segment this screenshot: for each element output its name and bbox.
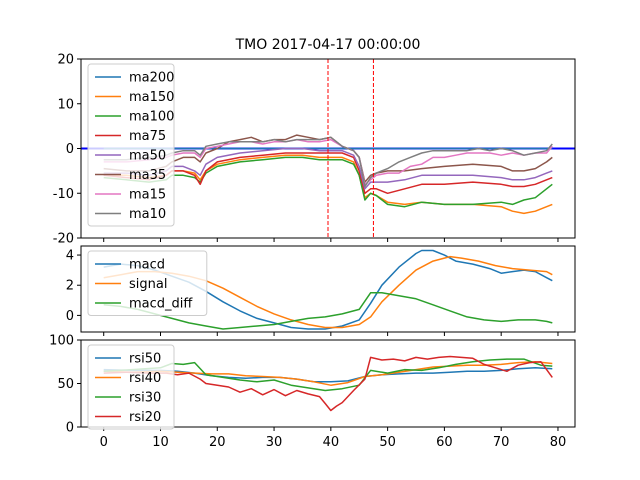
panels: -20-1001020ma200ma150ma100ma75ma50ma35ma… — [49, 53, 576, 450]
series-line-rsi20 — [103, 355, 553, 412]
series-line-ma50 — [103, 147, 553, 190]
xtick-label: 50 — [379, 435, 396, 450]
ytick-label-macd: 0 — [66, 309, 74, 324]
xtick-label: 10 — [152, 435, 169, 450]
ytick-label-rsi: 0 — [66, 421, 74, 436]
legend-label-rsi50: rsi50 — [129, 352, 161, 367]
ytick-label-ma: 10 — [57, 97, 74, 112]
ytick-label-rsi: 100 — [49, 334, 74, 349]
legend-label-ma10: ma10 — [129, 207, 166, 222]
xtick-label: 40 — [323, 435, 340, 450]
xtick-label: 30 — [266, 435, 283, 450]
legend-label-ma75: ma75 — [129, 129, 166, 144]
legend-label-ma150: ma150 — [129, 90, 174, 105]
xtick-label: 70 — [493, 435, 510, 450]
series-line-ma100 — [103, 156, 553, 208]
chart-title: TMO 2017-04-17 00:00:00 — [235, 37, 421, 53]
series-line-rsi30 — [103, 358, 553, 392]
xtick-label: 60 — [436, 435, 453, 450]
ytick-label-ma: -10 — [53, 187, 74, 202]
legend-label-macd: macd — [129, 258, 165, 273]
xtick-label: 80 — [550, 435, 567, 450]
legend-label-ma200: ma200 — [129, 71, 174, 86]
series-line-ma75 — [103, 152, 553, 195]
legend-label-ma15: ma15 — [129, 188, 166, 203]
legend-box — [87, 344, 175, 430]
legend-rsi: rsi50 rsi40 rsi30 rsi20 — [87, 344, 175, 430]
legend-label-rsi30: rsi30 — [129, 391, 161, 406]
xtick-label: 0 — [100, 435, 108, 450]
panel-ma: -20-1001020ma200ma150ma100ma75ma50ma35ma… — [53, 53, 576, 247]
ytick-label-ma: 0 — [66, 142, 74, 157]
legend-macd: macd signal macd_diff — [87, 250, 208, 316]
legend-ma: ma200 ma150 ma100 ma75 ma50 ma35 ma15 ma10 — [87, 63, 175, 227]
ytick-label-ma: -20 — [53, 232, 74, 247]
legend-label-ma50: ma50 — [129, 149, 166, 164]
legend-label-ma35: ma35 — [129, 168, 166, 183]
legend-label-rsi20: rsi20 — [129, 410, 161, 425]
ytick-label-ma: 20 — [57, 53, 74, 68]
panel-macd: 0 2 4 macd signal macd_diff — [66, 245, 576, 336]
legend-label-ma100: ma100 — [129, 110, 174, 125]
legend-box — [87, 63, 175, 227]
ytick-label-macd: 4 — [66, 249, 74, 264]
ytick-label-rsi: 50 — [57, 377, 74, 392]
legend-label-rsi40: rsi40 — [129, 371, 161, 386]
series-line-rsi40 — [103, 361, 553, 386]
axes-frame-macd — [80, 245, 576, 333]
legend-box — [87, 250, 208, 316]
series-line-macd_diff — [103, 292, 553, 330]
xtick-label: 20 — [209, 435, 226, 450]
series-line-ma10 — [103, 136, 553, 188]
plot-area-rsi — [103, 355, 553, 412]
legend-label-macd_diff: macd_diff — [129, 297, 193, 312]
ytick-label-macd: 2 — [66, 279, 74, 294]
legend-label-signal: signal — [129, 277, 167, 292]
